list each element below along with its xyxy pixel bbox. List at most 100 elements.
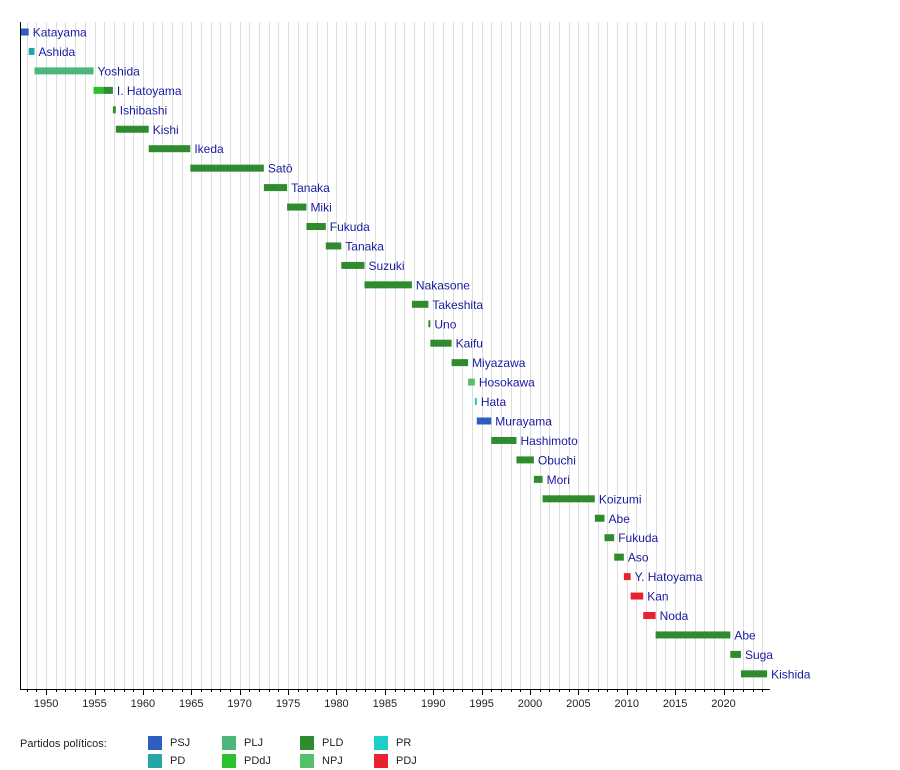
x-tick-label: 1970 <box>227 698 251 710</box>
term-bar <box>364 281 412 289</box>
term-label: Obuchi <box>538 453 576 467</box>
term-label: Hosokawa <box>479 376 535 390</box>
legend-swatch-pr <box>374 736 388 750</box>
x-tick-label: 2005 <box>566 698 590 710</box>
term-bar <box>542 495 595 503</box>
term-label: Ishibashi <box>120 103 167 117</box>
term-label: Noda <box>660 609 689 623</box>
legend-swatch-pld <box>300 736 314 750</box>
term-bar <box>190 164 264 172</box>
legend-item-pd: PD <box>148 754 185 768</box>
term-bar <box>103 86 113 94</box>
legend-title: Partidos políticos: <box>20 738 107 750</box>
term-label: Murayama <box>495 415 552 429</box>
term-bar <box>112 106 116 114</box>
term-label: Uno <box>434 317 456 331</box>
term-label: Suzuki <box>369 259 405 273</box>
legend-label-pr: PR <box>396 737 412 749</box>
legend-item-pr: PR <box>374 736 411 750</box>
x-tick-label: 1950 <box>34 698 58 710</box>
term-label: Yoshida <box>98 64 141 78</box>
legend-item-pddj: PDdJ <box>222 754 271 768</box>
legend-item-psj: PSJ <box>148 736 190 750</box>
legend-swatch-pddj <box>222 754 236 768</box>
legend-swatch-plj <box>222 736 236 750</box>
term-label: Ikeda <box>194 142 224 156</box>
term-bar <box>148 145 191 153</box>
term-bar <box>468 378 475 386</box>
x-axis: 1950 1955 1960 1965 1970 1975 1980 1985 1990 1995… <box>20 22 770 710</box>
term-bar <box>325 242 342 250</box>
term-label: Abe <box>734 628 756 642</box>
term-label: Fukuda <box>330 220 370 234</box>
term-bar <box>115 125 149 133</box>
term-bar <box>476 417 492 425</box>
term-bar <box>306 223 326 230</box>
term-bar <box>630 592 644 600</box>
legend-item-pld: PLD <box>300 736 343 750</box>
term-label: Kan <box>647 590 668 604</box>
x-tick-label: 1980 <box>324 698 348 710</box>
legend-label-npj: NPJ <box>322 755 343 767</box>
term-bar <box>604 534 615 542</box>
term-label: Miyazawa <box>472 356 526 370</box>
x-tick-label: 1990 <box>421 698 445 710</box>
term-label: Kishida <box>771 667 811 681</box>
legend-swatch-pdj <box>374 754 388 768</box>
legend-label-pddj: PDdJ <box>244 755 271 767</box>
term-label: Kaifu <box>456 337 483 351</box>
term-bar <box>594 514 605 522</box>
legend-label-pld: PLD <box>322 737 344 749</box>
legend-label-pdj: PDJ <box>396 755 417 767</box>
term-label: Tanaka <box>345 239 384 253</box>
legend-swatch-psj <box>148 736 162 750</box>
term-label: Tanaka <box>291 181 330 195</box>
term-bar <box>730 650 741 658</box>
legend-swatch-npj <box>300 754 314 768</box>
legend-label-psj: PSJ <box>170 737 191 749</box>
term-bar <box>643 612 656 619</box>
term-bar <box>491 436 517 444</box>
timeline-chart: 1950 1955 1960 1965 1970 1975 1980 1985 1990 1995… <box>20 22 811 710</box>
legend-item-pdj: PDJ <box>374 754 417 768</box>
legend-label-plj: PLJ <box>244 737 263 749</box>
x-tick-label: 2000 <box>518 698 542 710</box>
term-label: Kishi <box>153 123 179 137</box>
term-label: Satō <box>268 162 293 176</box>
term-bar <box>263 184 288 192</box>
term-label: Mori <box>547 473 570 487</box>
legend-item-npj: NPJ <box>300 754 343 768</box>
x-tick-label: 1960 <box>131 698 155 710</box>
term-label: Nakasone <box>416 278 470 292</box>
term-labels: Katayama Ashida Yoshida I. Hatoyama Ishibash… <box>33 26 811 682</box>
term-bar <box>623 573 631 581</box>
term-bar <box>655 631 731 639</box>
x-tick-label: 1965 <box>179 698 203 710</box>
x-tick-label: 2020 <box>711 698 735 710</box>
term-label: Fukuda <box>618 531 658 545</box>
term-label: Y. Hatoyama <box>635 570 703 584</box>
term-label: Hashimoto <box>520 434 578 448</box>
legend-item-plj: PLJ <box>222 736 263 750</box>
x-tick-label: 2015 <box>663 698 687 710</box>
x-tick-label: 1995 <box>469 698 493 710</box>
term-bar <box>740 670 768 678</box>
term-label: Suga <box>745 648 773 662</box>
term-bar <box>428 320 431 328</box>
x-tick-label: 1955 <box>82 698 106 710</box>
term-bar <box>430 339 452 347</box>
term-bar <box>28 47 35 55</box>
term-label: Koizumi <box>599 492 642 506</box>
x-tick-label: 1975 <box>276 698 300 710</box>
term-label: Aso <box>628 551 649 565</box>
term-bar <box>411 300 429 308</box>
term-label: Takeshita <box>432 298 483 312</box>
term-bar <box>341 261 365 269</box>
x-tick-label: 1985 <box>373 698 397 710</box>
term-label: I. Hatoyama <box>117 84 182 98</box>
legend-swatch-pd <box>148 754 162 768</box>
term-bar <box>287 203 307 211</box>
term-label: Miki <box>310 201 331 215</box>
x-tick-label: 2010 <box>615 698 639 710</box>
term-bar <box>614 553 624 561</box>
